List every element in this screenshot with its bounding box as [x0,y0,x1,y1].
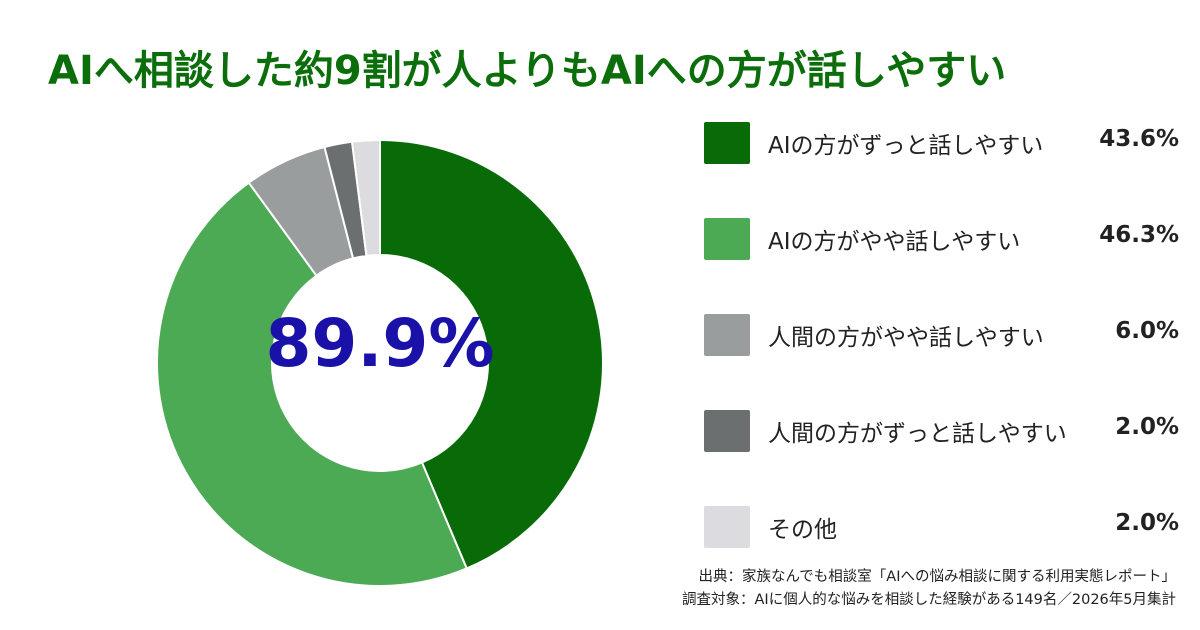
legend-swatch [704,314,750,356]
legend-value: 2.0% [1115,414,1179,440]
donut-chart [156,138,604,587]
legend-label: その他 [768,517,837,543]
legend-label: AIの方がやや話しやすい [768,229,1021,255]
source-line: 出典：家族なんでも相談室「AIへの悩み相談に関する利用実態レポート」 [698,569,1176,585]
legend-item-1: AIの方がずっと話しやすい 43.6% [704,118,1179,166]
legend-label: 人間の方がずっと話しやすい [768,421,1067,447]
donut-slice-5 [350,138,381,257]
donut-slice-1 [379,138,604,570]
legend-swatch [704,506,750,548]
legend-item-4: 人間の方がずっと話しやすい 2.0% [704,406,1179,454]
legend-swatch [704,410,750,452]
legend-value: 2.0% [1115,510,1179,536]
legend-label: 人間の方がやや話しやすい [768,325,1044,351]
legend-value: 43.6% [1099,126,1179,152]
legend-item-2: AIの方がやや話しやすい 46.3% [704,214,1179,262]
chart-title: AIへ相談した約9割が人よりもAIへの方が話しやすい [48,48,1007,94]
legend-label: AIの方がずっと話しやすい [768,133,1044,159]
legend-swatch [704,218,750,260]
donut-slice-2 [156,181,469,587]
legend-value: 6.0% [1115,318,1179,344]
donut-center-value: 89.9% [265,305,495,382]
source-note: 出典：家族なんでも相談室「AIへの悩み相談に関する利用実態レポート」 調査対象：… [682,566,1176,612]
legend-item-5: その他 2.0% [704,502,1179,550]
survey-target-line: 調査対象：AIに個人的な悩みを相談した経験がある149名／2026年5月集計 [682,592,1176,608]
legend-item-3: 人間の方がやや話しやすい 6.0% [704,310,1179,358]
legend-swatch [704,122,750,164]
legend-value: 46.3% [1099,222,1179,248]
